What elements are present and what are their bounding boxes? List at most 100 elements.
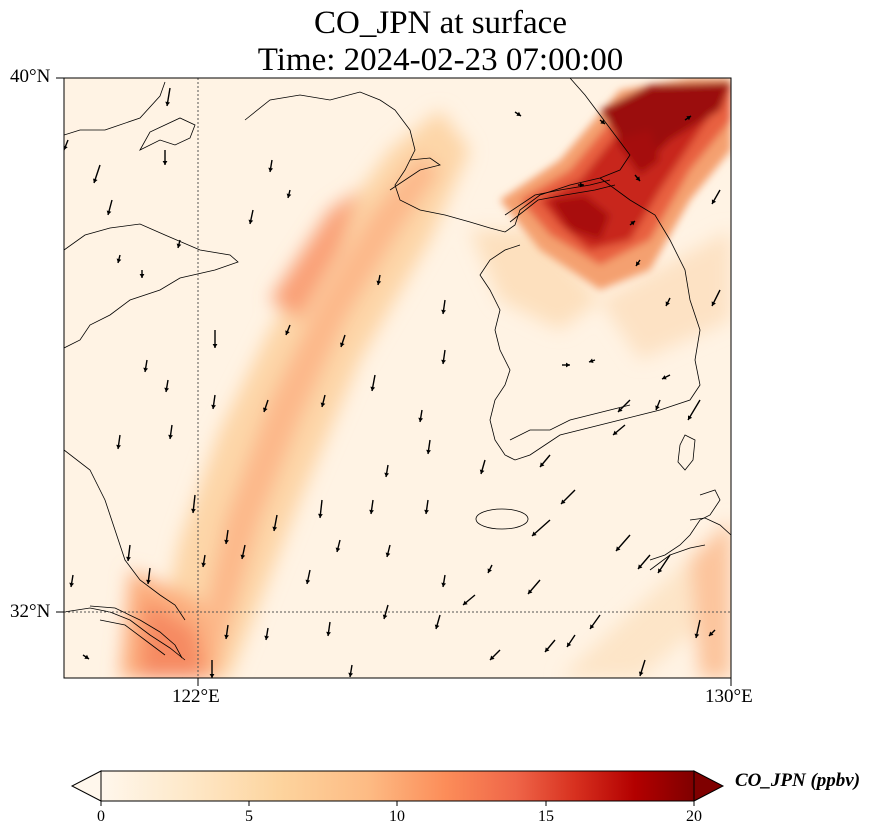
colorbar-tick-15: 15 — [538, 808, 554, 825]
lat-label-32n: 32°N — [10, 601, 51, 622]
wind-arrow-head — [69, 582, 75, 587]
wind-arrow-head — [162, 161, 168, 165]
colorbar-tick-20: 20 — [686, 808, 702, 825]
wind-arrow-head — [665, 301, 670, 306]
map-frame — [63, 77, 732, 679]
wind-arrow-head — [84, 654, 89, 659]
wind-arrow-head — [590, 624, 595, 629]
wind-arrow-head — [209, 674, 215, 678]
wind-arrow-head — [335, 547, 341, 552]
wind-arrow-head — [262, 407, 268, 412]
wind-arrow-head — [589, 358, 594, 364]
wind-arrow-head — [638, 671, 644, 676]
wind-arrow-head — [385, 552, 391, 557]
wind-arrow-head — [528, 589, 533, 594]
wind-arrow-head — [382, 614, 388, 619]
coastline — [64, 78, 731, 661]
wind-arrow-head — [286, 193, 292, 198]
wind-arrow-head — [224, 539, 229, 544]
wind-arrow-head — [116, 444, 121, 449]
wind-arrow-head — [191, 508, 196, 513]
wind-arrow-head — [164, 387, 170, 392]
wind-arrow-head — [545, 647, 550, 652]
colorbar — [70, 770, 725, 806]
wind-arrow-head — [613, 430, 618, 435]
wind-arrow-head — [369, 509, 374, 514]
concentration-field — [64, 78, 731, 678]
wind-arrow-head — [532, 531, 537, 536]
wind-arrow-head — [688, 415, 693, 420]
wind-arrow-head — [662, 375, 667, 380]
map-title: CO_JPN at surface — [314, 5, 567, 41]
wind-arrow-head — [463, 600, 468, 605]
wind-arrow-head — [434, 624, 440, 629]
wind-arrow-head — [224, 634, 229, 639]
wind-arrow-head — [212, 344, 218, 348]
wind-arrow-head — [384, 472, 390, 477]
wind-arrow-head — [139, 274, 145, 278]
map-subtitle: Time: 2024-02-23 07:00:00 — [257, 42, 624, 78]
wind-arrow-head — [318, 513, 323, 518]
wind-arrow-head — [655, 405, 660, 410]
wind-arrow-head — [348, 672, 354, 677]
wind-vectors — [64, 87, 721, 678]
wind-arrow-head — [567, 642, 572, 647]
wind-arrow — [184, 677, 185, 678]
wind-arrow-head — [424, 509, 429, 514]
wind-arrow-head — [600, 119, 605, 124]
wind-arrow-head — [326, 631, 331, 636]
wind-arrow-head — [635, 176, 640, 181]
wind-arrow-head — [285, 330, 290, 335]
wind-arrow-head — [711, 199, 717, 204]
wind-arrow-head — [176, 243, 182, 248]
wind-arrow-head — [694, 633, 700, 638]
colorbar-tick-5: 5 — [245, 808, 253, 825]
wind-arrow-head — [376, 280, 382, 285]
wind-arrow-head — [441, 309, 446, 314]
wind-arrow-head — [92, 178, 98, 183]
wind-arrow-head — [636, 261, 641, 266]
wind-arrow-head — [638, 564, 643, 569]
wind-arrow-head — [305, 579, 311, 584]
wind-arrow-head — [711, 301, 716, 306]
colorbar-label: CO_JPN (ppbv) — [735, 770, 861, 791]
wind-arrow-head — [479, 469, 485, 474]
wind-arrow — [531, 519, 551, 537]
wind-arrow-head — [264, 635, 270, 640]
wind-arrow-head — [268, 167, 274, 172]
wind-arrow-head — [116, 258, 122, 263]
wind-arrow-head — [165, 101, 171, 106]
wind-arrow-head — [566, 362, 570, 368]
lon-label-130e: 130°E — [705, 686, 753, 707]
wind-arrow-head — [418, 417, 424, 422]
wind-arrow-head — [64, 145, 68, 150]
wind-arrow-head — [168, 434, 173, 439]
wind-arrow-head — [248, 219, 254, 224]
wind-arrow-head — [211, 404, 216, 409]
wind-arrow-head — [441, 582, 447, 587]
lon-label-122e: 122°E — [172, 686, 220, 707]
wind-arrow-head — [146, 579, 151, 584]
wind-arrow-head — [618, 407, 623, 412]
wind-arrow-head — [630, 221, 635, 226]
colorbar-tick-10: 10 — [389, 808, 405, 825]
wind-arrow-head — [441, 359, 446, 364]
wind-arrow-head — [370, 386, 376, 391]
wind-arrow-head — [487, 568, 492, 573]
wind-arrow-head — [126, 556, 131, 561]
wind-arrow-head — [686, 116, 691, 121]
wind-arrow-head — [658, 568, 663, 573]
wind-arrow-head — [516, 111, 521, 116]
wind-arrow-head — [616, 546, 621, 551]
wind-arrow-head — [320, 402, 326, 407]
lat-label-40n: 40°N — [10, 66, 51, 87]
wind-arrow-head — [580, 182, 584, 188]
wind-arrow-head — [240, 554, 246, 559]
wind-arrow-head — [540, 462, 545, 467]
wind-arrow-head — [143, 367, 149, 372]
wind-arrow-head — [272, 526, 278, 531]
wind-arrow-head — [201, 562, 207, 567]
wind-arrow-head — [561, 499, 566, 504]
wind-arrow-head — [426, 449, 431, 454]
